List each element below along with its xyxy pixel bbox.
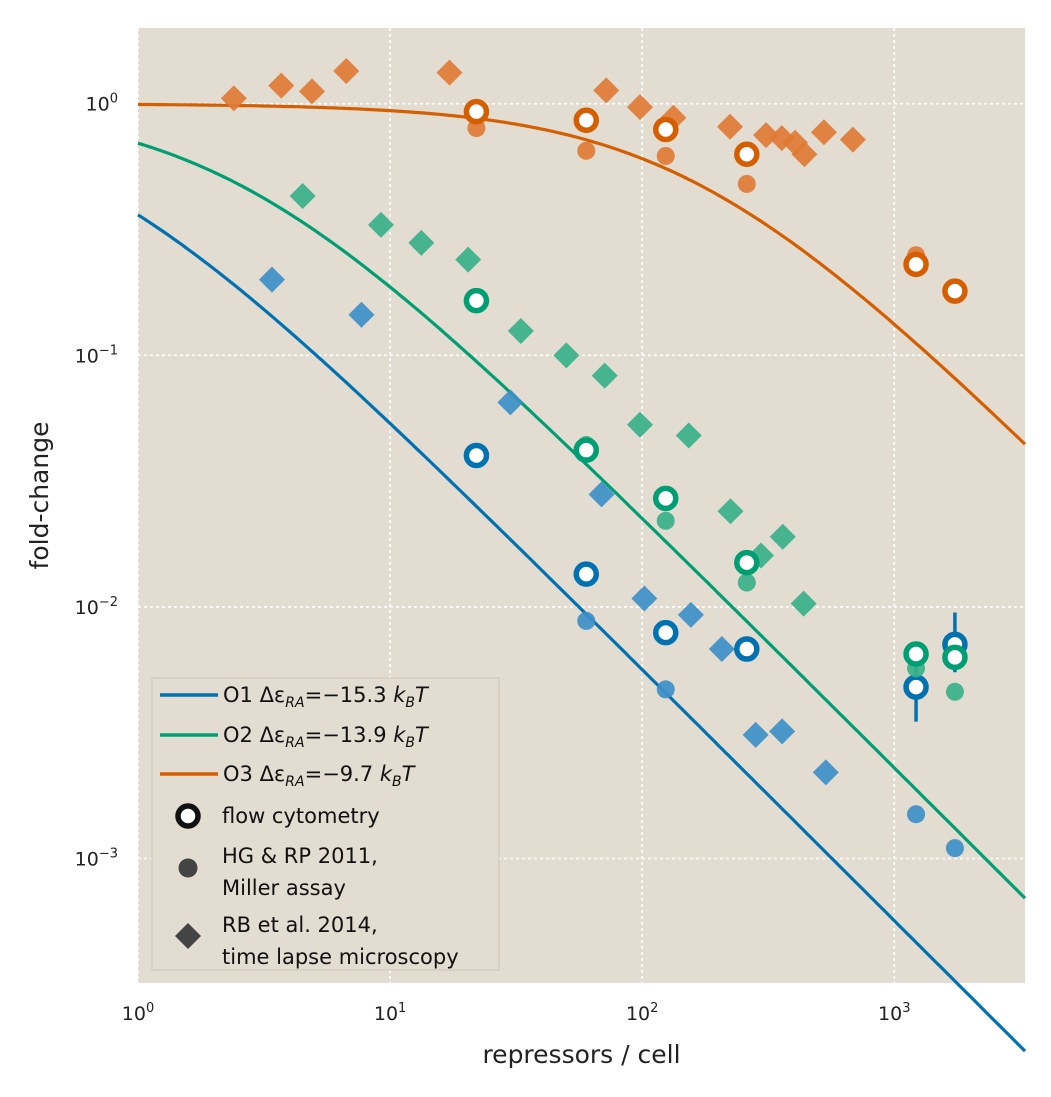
o1-flow-cytometry-point bbox=[463, 442, 490, 469]
o2-flow-cytometry-point bbox=[573, 437, 600, 463]
o1-time-lapse-point bbox=[769, 718, 796, 745]
o3-flow-cytometry-point bbox=[942, 278, 968, 304]
o1-time-lapse-point bbox=[588, 481, 615, 508]
o1-flow-cytometry-point bbox=[734, 636, 760, 662]
o3-time-lapse-point bbox=[436, 59, 463, 86]
o3-theory-curve bbox=[137, 102, 1027, 446]
o3-miller-assay-point bbox=[467, 119, 486, 138]
o1-flow-cytometry-point bbox=[903, 674, 929, 700]
o3-flow-cytometry-point bbox=[652, 116, 679, 143]
o3-time-lapse-point bbox=[810, 119, 837, 146]
o1-time-lapse-point bbox=[812, 759, 839, 786]
o3-flow-cytometry-point bbox=[573, 107, 600, 133]
y-tick-label: 100 bbox=[86, 92, 118, 116]
marker-legend-label: RB et al. 2014, bbox=[222, 913, 378, 937]
o2-time-lapse-point bbox=[717, 498, 744, 525]
o3-time-lapse-point bbox=[333, 57, 360, 84]
o2-time-lapse-point bbox=[507, 317, 534, 344]
o2-flow-cytometry-point bbox=[734, 549, 760, 576]
o3-time-lapse-point bbox=[626, 94, 653, 121]
x-tick-label: 102 bbox=[626, 1001, 658, 1025]
o1-theory-curve bbox=[137, 213, 1027, 1053]
o2-flow-cytometry-point bbox=[463, 287, 490, 314]
o2-time-lapse-point bbox=[553, 342, 580, 369]
time-lapse-legend-marker bbox=[175, 923, 201, 949]
o3-miller-assay-point bbox=[577, 141, 596, 160]
y-axis-label: fold-change bbox=[25, 422, 54, 570]
o2-flow-cytometry-point bbox=[903, 641, 929, 667]
o1-miller-assay-point bbox=[945, 839, 964, 858]
o3-time-lapse-point bbox=[298, 78, 325, 105]
o2-time-lapse-point bbox=[675, 422, 702, 449]
legend-box bbox=[151, 677, 500, 971]
o2-time-lapse-point bbox=[455, 246, 482, 273]
o1-time-lapse-point bbox=[258, 266, 285, 293]
x-tick-label: 103 bbox=[878, 1001, 910, 1025]
o1-flow-cytometry-point bbox=[573, 561, 600, 587]
o1-time-lapse-point bbox=[708, 636, 735, 663]
o2-time-lapse-point bbox=[790, 590, 817, 617]
o2-miller-assay-point bbox=[737, 573, 756, 592]
o3-time-lapse-point bbox=[593, 77, 620, 104]
x-tick-label: 101 bbox=[374, 1001, 406, 1025]
o1-miller-assay-point bbox=[577, 611, 596, 630]
o2-legend-label: O2 ΔεRA=−13.9 kBT bbox=[223, 723, 430, 751]
flow-cytometry-legend-marker bbox=[175, 803, 201, 829]
o1-legend-label: O1 ΔεRA=−15.3 kBT bbox=[223, 683, 430, 711]
o1-miller-assay-point bbox=[907, 805, 926, 824]
legend: O1 ΔεRA=−15.3 kBT O2 ΔεRA=−13.9 kBT O3 ΔεR… bbox=[151, 677, 500, 971]
x-tick-label: 100 bbox=[122, 1001, 154, 1025]
o1-time-lapse-point bbox=[348, 301, 375, 328]
o1-time-lapse-point bbox=[742, 721, 769, 748]
o2-time-lapse-point bbox=[408, 229, 435, 256]
o1-flow-cytometry-point bbox=[652, 619, 679, 646]
o2-miller-assay-point bbox=[945, 682, 964, 701]
x-axis-label: repressors / cell bbox=[482, 1040, 680, 1069]
o3-flow-cytometry-point bbox=[903, 251, 929, 278]
o1-time-lapse-point bbox=[677, 601, 704, 628]
o2-time-lapse-point bbox=[626, 411, 653, 438]
o2-time-lapse-point bbox=[289, 182, 316, 209]
o3-flow-cytometry-point bbox=[734, 141, 760, 167]
o3-miller-assay-point bbox=[656, 146, 675, 165]
o3-miller-assay-point bbox=[737, 174, 756, 193]
y-tick-label: 10−2 bbox=[75, 595, 118, 619]
tick-labels: 100 101 102 103 100 10−1 10−2 10−3 bbox=[75, 92, 911, 1025]
o3-time-lapse-point bbox=[220, 85, 247, 112]
o3-legend-label: O3 ΔεRA=−9.7 kBT bbox=[223, 762, 417, 790]
o1-miller-assay-point bbox=[656, 680, 675, 699]
o3-time-lapse-point bbox=[839, 126, 866, 153]
o3-time-lapse-point bbox=[791, 141, 818, 168]
data-points bbox=[220, 57, 968, 858]
o3-flow-cytometry-point bbox=[463, 98, 490, 125]
miller-assay-legend-marker bbox=[178, 858, 198, 878]
marker-legend-label: flow cytometry bbox=[222, 804, 380, 828]
o2-flow-cytometry-point bbox=[942, 644, 968, 671]
o3-time-lapse-point bbox=[716, 113, 743, 140]
o2-flow-cytometry-point bbox=[652, 485, 679, 512]
o2-miller-assay-point bbox=[656, 511, 675, 530]
marker-legend-label: Miller assay bbox=[222, 876, 346, 900]
marker-legend-label: HG & RP 2011, bbox=[222, 844, 378, 868]
o1-time-lapse-point bbox=[497, 389, 524, 416]
o1-time-lapse-point bbox=[631, 585, 658, 612]
y-tick-label: 10−3 bbox=[75, 847, 118, 871]
o2-time-lapse-point bbox=[769, 523, 796, 550]
o2-time-lapse-point bbox=[367, 211, 394, 238]
grid-lines bbox=[137, 28, 1025, 983]
o3-time-lapse-point bbox=[268, 72, 295, 99]
y-tick-label: 10−1 bbox=[75, 343, 118, 367]
marker-legend-label: time lapse microscopy bbox=[222, 945, 459, 969]
o2-time-lapse-point bbox=[591, 362, 618, 389]
